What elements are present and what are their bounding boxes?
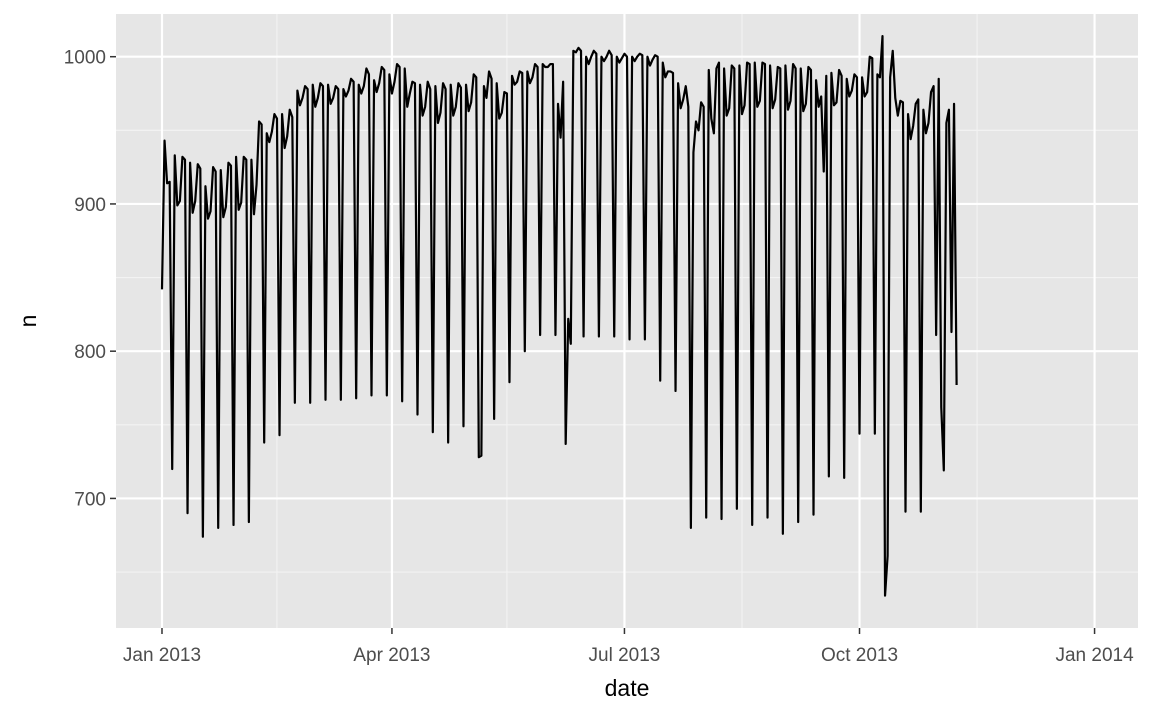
x-axis: Jan 2013 Apr 2013 Jul 2013 Oct 2013 Jan 2014 xyxy=(123,628,1134,666)
minor-gridlines xyxy=(116,14,1138,628)
series-line xyxy=(160,34,958,597)
y-tick-label: 800 xyxy=(74,342,106,363)
x-tick-label: Oct 2013 xyxy=(821,645,898,666)
y-tick-label: 700 xyxy=(74,489,106,510)
x-tick-label: Jan 2013 xyxy=(123,645,201,666)
x-tick-label: Jan 2014 xyxy=(1055,645,1134,666)
y-tick-label: 900 xyxy=(74,195,106,216)
x-axis-title: date xyxy=(605,675,650,701)
x-tick-label: Apr 2013 xyxy=(353,645,430,666)
major-gridlines xyxy=(116,14,1138,628)
y-axis-title: n xyxy=(15,315,41,328)
y-axis: 700 800 900 1000 xyxy=(64,48,116,510)
x-tick-label: Jul 2013 xyxy=(589,645,661,666)
y-tick-label: 1000 xyxy=(64,48,106,69)
